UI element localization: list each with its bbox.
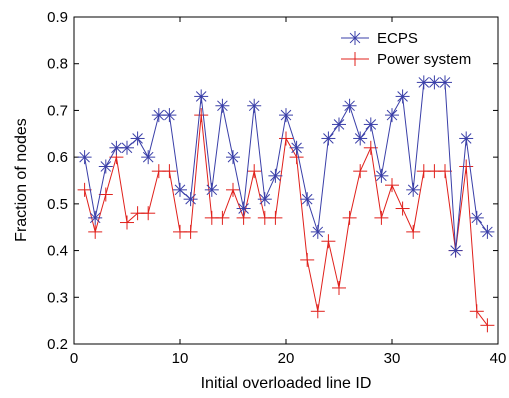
data-point-ecps — [353, 131, 368, 146]
data-point-ecps — [438, 75, 452, 90]
data-point-ecps — [480, 224, 495, 239]
x-tick-label: 10 — [172, 350, 189, 367]
data-point-ecps — [247, 98, 262, 113]
data-point-ecps — [257, 192, 272, 207]
data-point-power-system — [353, 164, 368, 179]
data-point-power-system — [88, 224, 103, 239]
y-tick-label: 0.6 — [47, 149, 68, 166]
data-point-ecps — [395, 89, 410, 104]
data-point-power-system — [120, 215, 134, 230]
data-point-ecps — [194, 89, 209, 104]
data-point-ecps — [310, 224, 325, 239]
series-line-ecps — [84, 81, 488, 251]
data-point-ecps — [469, 210, 484, 225]
data-point-power-system — [279, 131, 293, 146]
y-tick-label: 0.3 — [47, 289, 68, 306]
data-point-ecps — [342, 98, 357, 113]
data-point-ecps — [130, 131, 145, 146]
data-point-power-system — [300, 252, 315, 267]
data-point-ecps — [215, 98, 230, 113]
data-point-power-system — [98, 187, 113, 202]
legend: ECPS Power system — [341, 30, 471, 68]
data-point-ecps — [173, 182, 187, 197]
x-tick-label: 40 — [490, 350, 507, 367]
data-point-ecps — [268, 168, 283, 183]
data-point-ecps — [289, 140, 304, 155]
data-point-ecps — [332, 117, 346, 132]
legend-marker-ecps — [341, 31, 369, 45]
data-point-ecps — [363, 117, 378, 132]
data-point-ecps — [236, 201, 251, 216]
data-point-ecps — [162, 108, 177, 123]
data-point-power-system — [183, 224, 198, 239]
data-point-power-system — [406, 224, 421, 239]
data-point-power-system — [268, 210, 283, 225]
legend-plus-icon — [348, 52, 362, 66]
data-point-power-system — [438, 164, 452, 179]
legend-label-power-system: Power system — [377, 51, 471, 68]
data-point-ecps — [120, 140, 134, 155]
axis-ticks: 0 10 20 30 40 0.2 0.3 0.4 0.5 0.6 0.7 0.8 0.9 — [47, 9, 506, 367]
data-point-power-system — [459, 159, 474, 174]
data-point-power-system — [215, 210, 230, 225]
x-axis-label: Initial overloaded line ID — [201, 375, 372, 392]
y-tick-label: 0.5 — [47, 196, 68, 213]
data-point-power-system — [77, 182, 92, 197]
data-point-ecps — [385, 108, 399, 123]
y-axis-label: Fraction of nodes — [13, 118, 30, 242]
data-point-ecps — [141, 150, 156, 165]
series-power-system — [77, 108, 495, 333]
data-point-ecps — [226, 150, 240, 165]
data-point-ecps — [427, 75, 442, 90]
data-point-power-system — [332, 280, 346, 295]
data-point-ecps — [88, 210, 103, 225]
data-point-power-system — [162, 164, 177, 179]
y-tick-label: 0.7 — [47, 102, 68, 119]
data-point-power-system — [469, 304, 484, 319]
data-point-ecps — [98, 159, 113, 174]
legend-marker-power-system — [341, 52, 369, 66]
legend-label-ecps: ECPS — [377, 30, 418, 47]
data-point-ecps — [416, 75, 431, 90]
data-point-ecps — [374, 168, 389, 183]
data-point-ecps — [77, 150, 92, 165]
data-point-power-system — [310, 304, 325, 319]
y-tick-label: 0.9 — [47, 9, 68, 26]
data-point-ecps — [183, 192, 198, 207]
data-point-ecps — [448, 243, 463, 258]
data-point-ecps — [204, 182, 219, 197]
y-tick-label: 0.4 — [47, 243, 68, 260]
x-tick-label: 20 — [278, 350, 295, 367]
data-point-ecps — [321, 131, 336, 146]
data-point-power-system — [141, 206, 156, 221]
series-line-power-system — [84, 115, 488, 326]
y-tick-label: 0.8 — [47, 56, 68, 73]
data-point-power-system — [480, 318, 495, 333]
data-point-power-system — [385, 178, 399, 193]
data-point-power-system — [374, 210, 389, 225]
data-point-power-system — [321, 234, 336, 249]
y-tick-label: 0.2 — [47, 336, 68, 353]
data-point-ecps — [279, 108, 293, 123]
data-point-power-system — [342, 210, 357, 225]
x-tick-label: 0 — [70, 350, 78, 367]
series-layer — [77, 75, 495, 333]
data-point-power-system — [226, 182, 240, 197]
data-point-power-system — [194, 108, 209, 123]
data-point-ecps — [406, 182, 421, 197]
x-tick-label: 30 — [384, 350, 401, 367]
legend-asterisk-icon — [348, 31, 362, 45]
data-point-power-system — [247, 164, 262, 179]
data-point-ecps — [300, 192, 315, 207]
series-ecps — [77, 75, 495, 258]
data-point-ecps — [459, 131, 474, 146]
data-point-power-system — [395, 201, 410, 216]
